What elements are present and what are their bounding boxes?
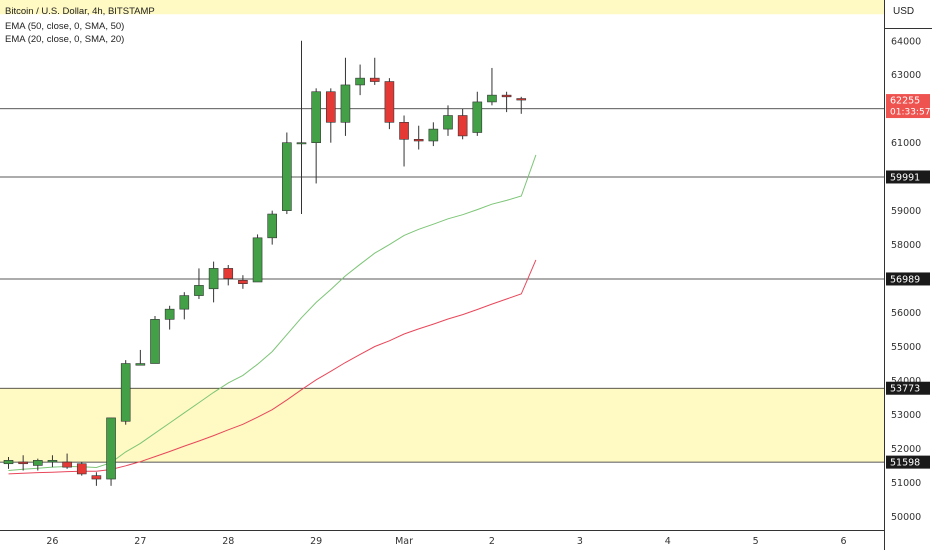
y-tick-label: 58000 bbox=[891, 240, 921, 251]
y-tick-label: 55000 bbox=[891, 342, 921, 353]
candle-down bbox=[325, 91, 336, 123]
candle-down bbox=[18, 461, 28, 465]
level-price-tag bbox=[886, 455, 930, 469]
candle-up bbox=[47, 460, 58, 463]
x-tick-label: Mar bbox=[395, 536, 413, 547]
y-tick-label: 59000 bbox=[891, 206, 921, 217]
currency-button[interactable]: USD bbox=[893, 6, 915, 17]
level-price-label: 53773 bbox=[890, 384, 920, 395]
candle-up bbox=[428, 128, 439, 142]
candle-up bbox=[179, 295, 190, 310]
candle-up bbox=[208, 268, 219, 290]
y-tick-label: 63000 bbox=[891, 70, 921, 81]
ema20-legend: EMA (20, close, 0, SMA, 20) bbox=[5, 34, 125, 45]
candle-down bbox=[399, 122, 409, 140]
chart-title: Bitcoin / U.S. Dollar, 4h, BITSTAMP bbox=[5, 6, 155, 17]
ema50-line bbox=[8, 259, 537, 475]
candle-up bbox=[194, 285, 204, 296]
highlight-zones bbox=[0, 0, 884, 463]
ema20-line bbox=[8, 154, 537, 471]
candle-up bbox=[296, 142, 307, 145]
level-price-label: 51598 bbox=[890, 458, 920, 469]
candle-up bbox=[3, 460, 14, 465]
candle-up bbox=[164, 308, 175, 320]
level-price-tag bbox=[886, 170, 930, 184]
candle-up bbox=[135, 363, 146, 366]
candle-down bbox=[76, 463, 87, 475]
candle-down bbox=[413, 138, 424, 142]
candle-down bbox=[91, 475, 102, 480]
x-tick-label: 28 bbox=[222, 536, 234, 547]
x-tick-label: 29 bbox=[310, 536, 322, 547]
horizontal-levels bbox=[0, 108, 884, 463]
time-axis-bg bbox=[0, 530, 884, 550]
candle-up bbox=[150, 319, 160, 364]
candle-up bbox=[32, 460, 43, 466]
ema50-legend: EMA (50, close, 0, SMA, 50) bbox=[5, 21, 125, 32]
candle-up bbox=[355, 77, 365, 86]
candle-down bbox=[223, 268, 234, 279]
candle-up bbox=[487, 94, 497, 103]
candle-down bbox=[384, 81, 395, 123]
candle-up bbox=[252, 237, 263, 283]
y-tick-label: 61000 bbox=[891, 138, 921, 149]
candle-up bbox=[443, 115, 453, 130]
x-tick-label: 2 bbox=[489, 536, 495, 547]
y-tick-label: 53000 bbox=[891, 410, 921, 421]
candle-up bbox=[106, 417, 116, 480]
candle-up bbox=[472, 101, 483, 133]
y-tick-label: 54000 bbox=[891, 376, 921, 387]
level-price-label: 56989 bbox=[890, 274, 920, 285]
level-price-label: 59991 bbox=[890, 172, 920, 183]
candle-down bbox=[457, 115, 468, 137]
x-tick-label: 26 bbox=[46, 536, 58, 547]
candles bbox=[3, 40, 527, 486]
x-tick-label: 6 bbox=[841, 536, 847, 547]
candle-down bbox=[238, 279, 248, 284]
level-price-tag bbox=[886, 272, 930, 286]
x-tick-label: 4 bbox=[665, 536, 671, 547]
y-tick-label: 51000 bbox=[891, 478, 921, 489]
candle-up bbox=[267, 213, 278, 239]
candle-down bbox=[516, 98, 527, 101]
zone-band bbox=[0, 0, 884, 15]
candle-down bbox=[369, 77, 380, 82]
last-price-tag bbox=[886, 94, 930, 119]
x-tick-label: 5 bbox=[753, 536, 759, 547]
y-tick-label: 64000 bbox=[891, 36, 921, 47]
last-price-label: 62255 bbox=[890, 96, 920, 107]
candle-up bbox=[311, 91, 321, 143]
x-tick-label: 27 bbox=[134, 536, 146, 547]
candle-down bbox=[501, 94, 512, 98]
candle-up bbox=[340, 84, 351, 123]
candle-up bbox=[120, 363, 131, 422]
y-tick-label: 56000 bbox=[891, 308, 921, 319]
level-price-tag bbox=[886, 381, 930, 395]
x-tick-label: 3 bbox=[577, 536, 583, 547]
countdown-label: 01:33:57 bbox=[890, 108, 930, 118]
zone-band bbox=[0, 388, 884, 463]
candle-up bbox=[282, 142, 292, 211]
y-tick-label: 50000 bbox=[891, 512, 921, 523]
y-tick-label: 52000 bbox=[891, 444, 921, 455]
candle-down bbox=[62, 461, 72, 468]
ema-lines bbox=[8, 154, 537, 475]
